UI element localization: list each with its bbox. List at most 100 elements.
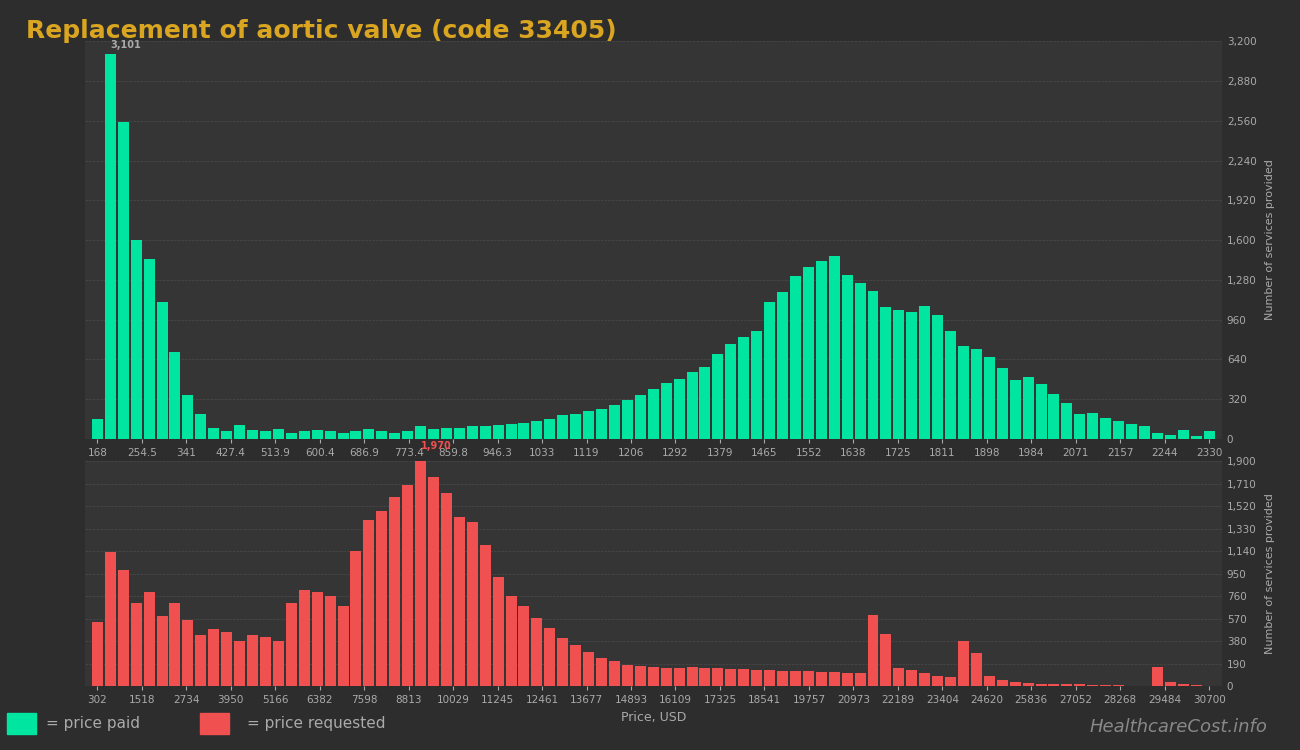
Bar xyxy=(351,551,361,686)
Bar xyxy=(169,603,181,686)
Bar xyxy=(932,314,942,439)
Bar xyxy=(1113,422,1124,439)
Bar xyxy=(156,302,168,439)
Bar xyxy=(182,620,194,686)
Bar xyxy=(156,616,168,686)
Bar xyxy=(867,291,879,439)
Bar xyxy=(764,302,775,439)
Bar xyxy=(971,350,982,439)
Bar xyxy=(1074,414,1086,439)
Bar xyxy=(312,430,322,439)
Bar xyxy=(841,673,853,686)
Bar xyxy=(467,426,478,439)
Bar xyxy=(571,414,581,439)
Bar xyxy=(1023,683,1034,686)
Bar xyxy=(841,274,853,439)
Bar xyxy=(893,310,905,439)
Bar xyxy=(1204,431,1214,439)
Bar xyxy=(234,425,246,439)
Bar xyxy=(364,429,374,439)
Bar xyxy=(338,606,348,686)
Bar xyxy=(532,617,542,686)
Bar xyxy=(1178,430,1188,439)
Bar xyxy=(532,422,542,439)
Bar xyxy=(143,259,155,439)
Bar xyxy=(1087,413,1098,439)
Bar xyxy=(686,667,698,686)
Bar xyxy=(854,284,866,439)
Bar xyxy=(1074,685,1086,686)
Bar xyxy=(131,240,142,439)
Bar xyxy=(932,676,942,686)
Bar xyxy=(312,592,322,686)
Bar xyxy=(854,674,866,686)
Bar xyxy=(1113,685,1124,686)
Bar xyxy=(712,668,723,686)
Bar xyxy=(1049,394,1060,439)
Bar xyxy=(764,670,775,686)
Bar xyxy=(621,665,633,686)
Bar xyxy=(725,344,736,439)
Bar xyxy=(958,641,968,686)
Bar xyxy=(699,668,710,686)
Bar xyxy=(286,433,296,439)
Bar xyxy=(558,638,568,686)
Bar xyxy=(325,431,335,439)
Bar xyxy=(751,670,762,686)
Bar xyxy=(299,590,309,686)
Bar xyxy=(686,372,698,439)
Bar xyxy=(428,477,439,686)
Bar xyxy=(893,668,905,686)
Y-axis label: Number of services provided: Number of services provided xyxy=(1265,160,1275,320)
Bar xyxy=(376,511,387,686)
Bar xyxy=(221,431,233,439)
Bar xyxy=(997,680,1008,686)
Bar xyxy=(816,672,827,686)
Bar xyxy=(621,400,633,439)
Bar xyxy=(402,485,413,686)
Bar xyxy=(958,346,968,439)
Bar xyxy=(803,671,814,686)
FancyBboxPatch shape xyxy=(8,713,36,734)
Bar xyxy=(1023,376,1034,439)
Bar xyxy=(105,53,116,439)
Bar xyxy=(828,256,840,439)
Bar xyxy=(1191,436,1201,439)
Bar xyxy=(92,419,103,439)
Bar xyxy=(738,669,749,686)
Bar xyxy=(441,494,452,686)
Text: Replacement of aortic valve (code 33405): Replacement of aortic valve (code 33405) xyxy=(26,19,616,43)
Bar xyxy=(118,122,129,439)
Bar xyxy=(493,425,503,439)
Bar xyxy=(828,672,840,686)
Bar xyxy=(273,641,283,686)
Bar xyxy=(195,635,207,686)
Bar xyxy=(1010,380,1020,439)
Bar xyxy=(1061,684,1072,686)
Bar xyxy=(260,431,270,439)
Bar xyxy=(984,357,994,439)
Bar xyxy=(571,645,581,686)
Bar xyxy=(480,426,490,439)
Bar xyxy=(208,629,220,686)
Bar xyxy=(506,424,516,439)
Bar xyxy=(389,496,400,686)
Bar xyxy=(699,367,710,439)
Bar xyxy=(441,427,452,439)
Bar xyxy=(234,641,246,686)
Bar xyxy=(286,603,296,686)
Bar xyxy=(1100,685,1112,686)
Bar xyxy=(169,352,181,439)
Bar xyxy=(428,429,439,439)
X-axis label: Price, USD: Price, USD xyxy=(620,464,686,476)
Bar xyxy=(945,331,956,439)
Bar xyxy=(519,422,529,439)
Bar xyxy=(647,389,659,439)
Bar xyxy=(338,433,348,439)
Bar xyxy=(608,405,620,439)
Text: = price requested: = price requested xyxy=(247,716,385,731)
Bar xyxy=(105,553,116,686)
Bar xyxy=(1126,424,1138,439)
Bar xyxy=(545,628,555,686)
Bar xyxy=(997,368,1008,439)
